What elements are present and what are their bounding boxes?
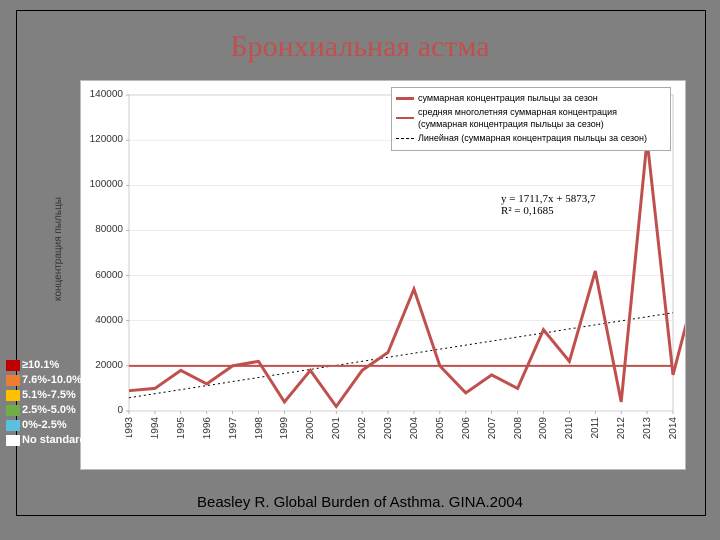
prevalence-legend: ≥10.1%7.6%-10.0%5.1%-7.5%2.5%-5.0%0%-2.5… (6, 358, 183, 448)
x-tick: 2004 (409, 417, 420, 439)
x-tick: 2012 (616, 417, 627, 439)
y-tick: 60000 (79, 270, 123, 281)
prevalence-legend-item: ≥10.1% (6, 358, 183, 372)
prevalence-legend-label: 5.1%-7.5% (22, 388, 76, 402)
y-tick: 80000 (79, 224, 123, 235)
swatch-icon (6, 375, 20, 386)
x-tick: 1999 (279, 417, 290, 439)
y-tick: 120000 (79, 134, 123, 145)
chart-legend-item: средняя многолетняя суммарная концентрац… (396, 106, 666, 130)
swatch-icon (6, 360, 20, 371)
y-tick: 140000 (79, 89, 123, 100)
x-tick: 1996 (202, 417, 213, 439)
swatch-icon (6, 390, 20, 401)
x-tick: 2006 (461, 417, 472, 439)
x-tick: 2001 (331, 417, 342, 439)
prevalence-legend-item: 2.5%-5.0% (6, 403, 183, 417)
swatch-icon (6, 435, 20, 446)
swatch-icon (6, 405, 20, 416)
prevalence-legend-label: 0%-2.5% (22, 418, 67, 432)
legend-line-icon (396, 138, 414, 139)
y-axis-label: концентрация пыльцы (53, 197, 64, 301)
y-tick: 40000 (79, 315, 123, 326)
x-tick: 2014 (668, 417, 679, 439)
y-tick: 100000 (79, 179, 123, 190)
x-tick: 2009 (538, 417, 549, 439)
x-tick: 2011 (590, 417, 601, 439)
prevalence-legend-label: No standardized data available (22, 433, 183, 447)
legend-label: Линейная (суммарная концентрация пыльцы … (418, 132, 647, 144)
page-title: Бронхиальная астма (0, 30, 720, 64)
eqn-line2: R² = 0,1685 (501, 205, 554, 217)
legend-line-icon (396, 97, 414, 100)
prevalence-legend-label: ≥10.1% (22, 358, 59, 372)
x-tick: 2008 (513, 417, 524, 439)
chart-legend-item: Линейная (суммарная концентрация пыльцы … (396, 132, 666, 144)
x-tick: 2005 (435, 417, 446, 439)
x-tick: 2007 (487, 417, 498, 439)
x-tick: 2003 (383, 417, 394, 439)
x-tick: 1997 (228, 417, 239, 439)
x-tick: 2000 (305, 417, 316, 439)
eqn-line1: y = 1711,7x + 5873,7 (501, 193, 596, 205)
regression-equation: y = 1711,7x + 5873,7R² = 0,1685 (501, 193, 596, 217)
prevalence-legend-label: 2.5%-5.0% (22, 403, 76, 417)
prevalence-legend-item: 7.6%-10.0% (6, 373, 183, 387)
legend-label: средняя многолетняя суммарная концентрац… (418, 106, 666, 130)
chart-legend: суммарная концентрация пыльцы за сезон ср… (391, 87, 671, 151)
prevalence-legend-item: 0%-2.5% (6, 418, 183, 432)
prevalence-legend-label: 7.6%-10.0% (22, 373, 82, 387)
x-tick: 2002 (357, 417, 368, 439)
legend-label: суммарная концентрация пыльцы за сезон (418, 92, 598, 104)
x-tick: 1998 (254, 417, 265, 439)
prevalence-legend-item: No standardized data available (6, 433, 183, 447)
x-tick: 2013 (642, 417, 653, 439)
swatch-icon (6, 420, 20, 431)
citation-text: Beasley R. Global Burden of Asthma. GINA… (0, 494, 720, 511)
legend-line-icon (396, 117, 414, 119)
x-tick: 2010 (564, 417, 575, 439)
prevalence-legend-item: 5.1%-7.5% (6, 388, 183, 402)
chart-legend-item: суммарная концентрация пыльцы за сезон (396, 92, 666, 104)
